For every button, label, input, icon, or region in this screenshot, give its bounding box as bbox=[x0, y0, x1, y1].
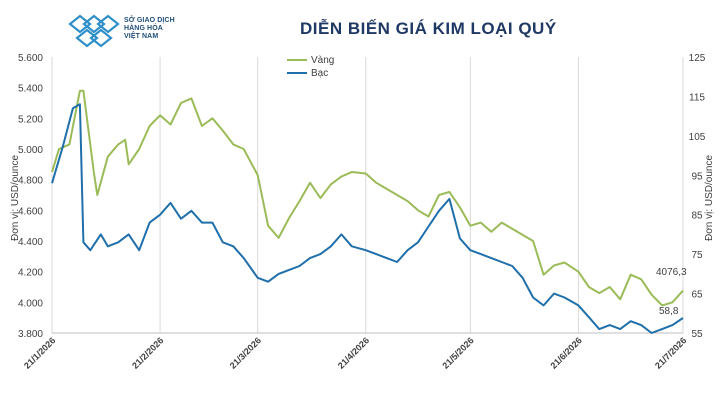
data-label-bac-last: 58,8 bbox=[659, 306, 679, 317]
chart-title: DIỄN BIẾN GIÁ KIM LOẠI QUÝ bbox=[300, 19, 557, 38]
y-left-tick-label: 5.000 bbox=[18, 145, 43, 156]
grid bbox=[51, 57, 684, 334]
logo-line-2: HÀNG HÓA bbox=[124, 25, 163, 32]
y-left-tick-label: 4.000 bbox=[18, 298, 43, 309]
y-right-tick-label: 75 bbox=[691, 250, 703, 261]
legend-label-vang: Vàng bbox=[311, 55, 334, 66]
logo-line-1: SỞ GIAO DỊCH bbox=[124, 17, 175, 24]
y-left-tick-label: 5.400 bbox=[18, 84, 43, 95]
legend: Vàng Bạc bbox=[287, 55, 334, 79]
y-axis-right-label: Đơn vị: USD/ounce bbox=[704, 155, 715, 241]
y-left-tick-label: 4.600 bbox=[18, 206, 43, 217]
series-line-vang bbox=[51, 89, 684, 307]
x-tick-label: 21/4/2026 bbox=[336, 335, 371, 370]
x-axis: 21/1/2026 21/2/2026 21/3/2026 21/4/2026 21/5… bbox=[22, 335, 688, 370]
x-tick-label: 21/5/2026 bbox=[440, 335, 475, 370]
x-tick-label: 21/7/2026 bbox=[653, 335, 688, 370]
legend-label-bac: Bạc bbox=[311, 68, 328, 79]
y-left-tick-label: 4.400 bbox=[18, 237, 43, 248]
y-right-tick-label: 85 bbox=[691, 211, 703, 222]
y-right-tick-label: 55 bbox=[691, 329, 703, 340]
data-label-vang-last: 4076,3 bbox=[656, 267, 687, 278]
y-axis-left: 3.800 4.000 4.200 4.400 4.600 4.800 5.000 5.200… bbox=[18, 53, 43, 340]
x-tick-label: 21/1/2026 bbox=[22, 335, 57, 370]
y-right-tick-label: 105 bbox=[689, 132, 706, 143]
y-right-tick-label: 125 bbox=[689, 53, 706, 64]
header: SỞ GIAO DỊCH HÀNG HÓA VIỆT NAM DIỄN BIẾN… bbox=[0, 0, 724, 48]
y-right-tick-label: 65 bbox=[691, 290, 703, 301]
y-axis-left-label: Đơn vị: USD/ounce bbox=[10, 155, 21, 241]
series-line-bac bbox=[51, 103, 684, 334]
x-tick-label: 21/6/2026 bbox=[548, 335, 583, 370]
y-right-tick-label: 95 bbox=[691, 171, 703, 182]
y-left-tick-label: 5.600 bbox=[18, 53, 43, 64]
x-tick-label: 21/2/2026 bbox=[130, 335, 165, 370]
logo-text: SỞ GIAO DỊCH HÀNG HÓA VIỆT NAM bbox=[124, 17, 175, 41]
y-right-tick-label: 115 bbox=[689, 92, 705, 103]
data-labels: 4076,3 58,8 bbox=[656, 267, 687, 317]
series bbox=[51, 89, 684, 334]
logo-line-3: VIỆT NAM bbox=[124, 33, 159, 40]
y-axis-right: 55 65 75 85 95 105 115 125 bbox=[689, 53, 706, 340]
x-tick-label: 21/3/2026 bbox=[228, 335, 263, 370]
y-left-tick-label: 5.200 bbox=[18, 114, 43, 125]
y-left-tick-label: 4.200 bbox=[18, 268, 43, 279]
y-left-tick-label: 3.800 bbox=[18, 329, 43, 340]
sgd-logo-icon bbox=[68, 14, 120, 48]
y-left-tick-label: 4.800 bbox=[18, 176, 43, 187]
